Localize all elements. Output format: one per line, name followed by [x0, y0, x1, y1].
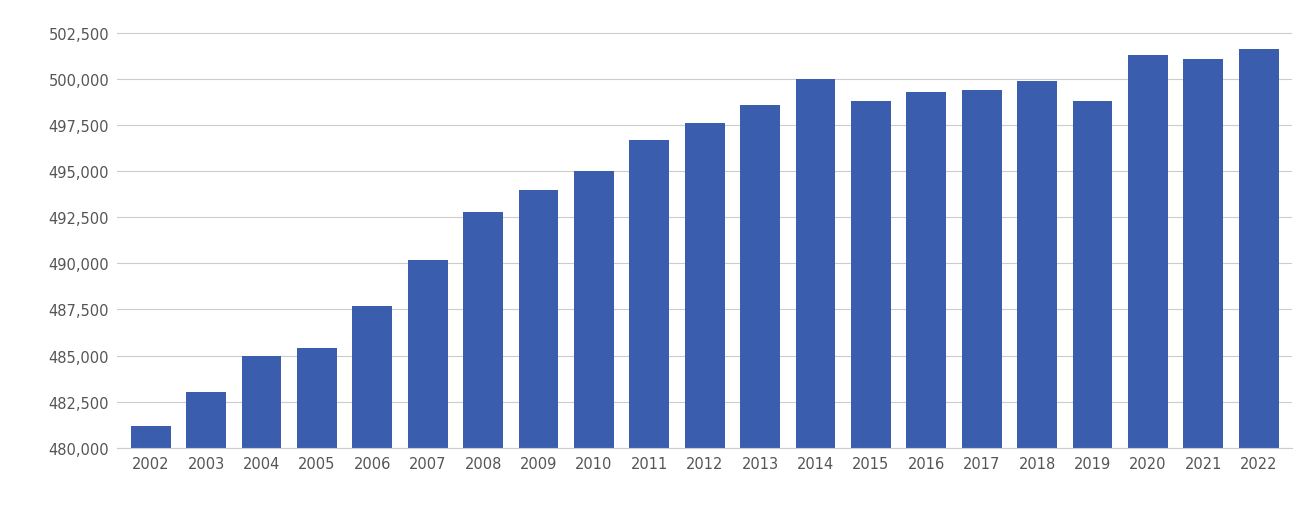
Bar [574, 172, 613, 509]
Bar [187, 392, 226, 509]
Bar [407, 260, 448, 509]
Bar [518, 190, 559, 509]
Bar [352, 306, 393, 509]
Bar [1017, 81, 1057, 509]
Bar [851, 102, 891, 509]
Bar [130, 426, 171, 509]
Bar [629, 140, 669, 509]
Bar [796, 80, 835, 509]
Bar [685, 124, 724, 509]
Bar [962, 91, 1002, 509]
Bar [1128, 56, 1168, 509]
Bar [740, 105, 780, 509]
Bar [1184, 60, 1223, 509]
Bar [298, 349, 337, 509]
Bar [463, 212, 502, 509]
Bar [241, 356, 282, 509]
Bar [907, 93, 946, 509]
Bar [1238, 50, 1279, 509]
Bar [1073, 102, 1112, 509]
